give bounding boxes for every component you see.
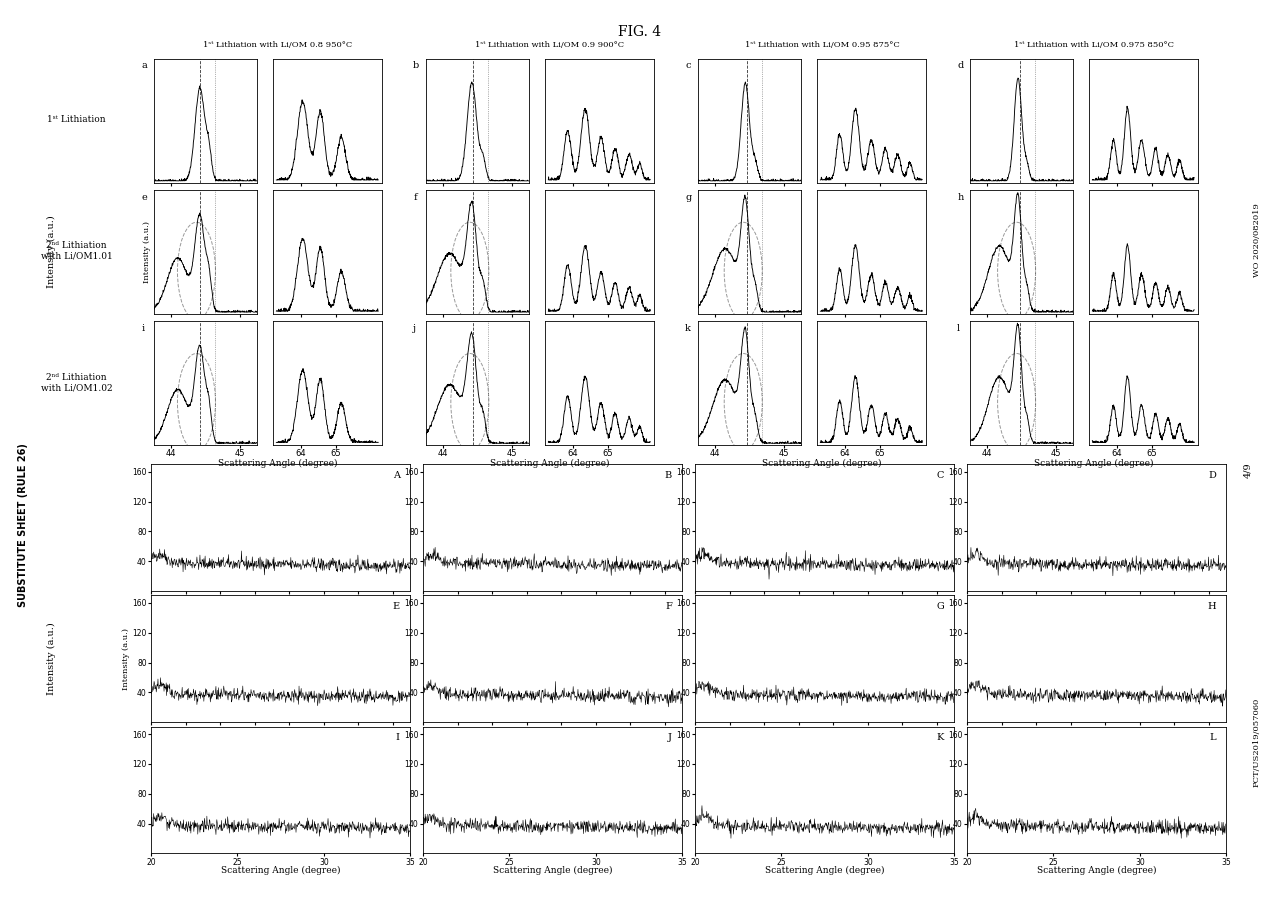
Text: I: I (396, 733, 399, 742)
Text: b: b (413, 62, 420, 71)
Text: e: e (141, 193, 147, 202)
Text: Intensity (a.u.): Intensity (a.u.) (46, 622, 56, 695)
Text: 1ˢᵗ Lithiation with Li/OM 0.975 850°C: 1ˢᵗ Lithiation with Li/OM 0.975 850°C (1014, 41, 1174, 49)
Text: Scattering Angle (degree): Scattering Angle (degree) (1034, 459, 1153, 468)
Text: 4/9: 4/9 (1243, 462, 1253, 479)
Text: H: H (1207, 602, 1216, 611)
Text: A: A (393, 471, 399, 480)
Text: Intensity (a.u.): Intensity (a.u.) (46, 214, 56, 288)
Text: Scattering Angle (degree): Scattering Angle (degree) (490, 459, 609, 468)
Text: E: E (393, 602, 399, 611)
Text: Scattering Angle (degree): Scattering Angle (degree) (765, 866, 884, 875)
Text: WO 2020/082019: WO 2020/082019 (1253, 203, 1261, 277)
Text: Scattering Angle (degree): Scattering Angle (degree) (763, 459, 882, 468)
Y-axis label: Intensity (a.u.): Intensity (a.u.) (143, 221, 151, 283)
Text: 2ⁿᵈ Lithiation
with Li/OM1.01: 2ⁿᵈ Lithiation with Li/OM1.01 (41, 242, 113, 261)
Y-axis label: Intensity (a.u.): Intensity (a.u.) (122, 628, 129, 690)
Text: Scattering Angle (degree): Scattering Angle (degree) (219, 459, 338, 468)
Text: i: i (141, 324, 145, 333)
Text: K: K (937, 733, 943, 742)
Text: 1ˢᵗ Lithiation: 1ˢᵗ Lithiation (47, 116, 106, 124)
Text: f: f (413, 193, 417, 202)
Text: J: J (668, 733, 672, 742)
Text: Scattering Angle (degree): Scattering Angle (degree) (1037, 866, 1156, 875)
Text: G: G (936, 602, 943, 611)
Text: SUBSTITUTE SHEET (RULE 26): SUBSTITUTE SHEET (RULE 26) (18, 443, 28, 607)
Text: k: k (685, 324, 691, 333)
Text: PCT/US2019/057060: PCT/US2019/057060 (1253, 698, 1261, 786)
Text: D: D (1208, 471, 1216, 480)
Text: l: l (957, 324, 960, 333)
Text: j: j (413, 324, 416, 333)
Text: 1ˢᵗ Lithiation with Li/OM 0.95 875°C: 1ˢᵗ Lithiation with Li/OM 0.95 875°C (745, 41, 900, 49)
Text: 2ⁿᵈ Lithiation
with Li/OM1.02: 2ⁿᵈ Lithiation with Li/OM1.02 (41, 373, 113, 392)
Text: a: a (141, 62, 147, 71)
Text: FIG. 4: FIG. 4 (618, 25, 662, 39)
Text: L: L (1210, 733, 1216, 742)
Text: 1ˢᵗ Lithiation with Li/OM 0.8 950°C: 1ˢᵗ Lithiation with Li/OM 0.8 950°C (204, 41, 353, 49)
Text: C: C (937, 471, 943, 480)
Text: B: B (664, 471, 672, 480)
Text: Scattering Angle (degree): Scattering Angle (degree) (493, 866, 612, 875)
Text: g: g (685, 193, 691, 202)
Text: c: c (685, 62, 691, 71)
Text: d: d (957, 62, 964, 71)
Text: F: F (666, 602, 672, 611)
Text: h: h (957, 193, 964, 202)
Text: 1ˢᵗ Lithiation with Li/OM 0.9 900°C: 1ˢᵗ Lithiation with Li/OM 0.9 900°C (475, 41, 625, 49)
Text: Scattering Angle (degree): Scattering Angle (degree) (221, 866, 340, 875)
